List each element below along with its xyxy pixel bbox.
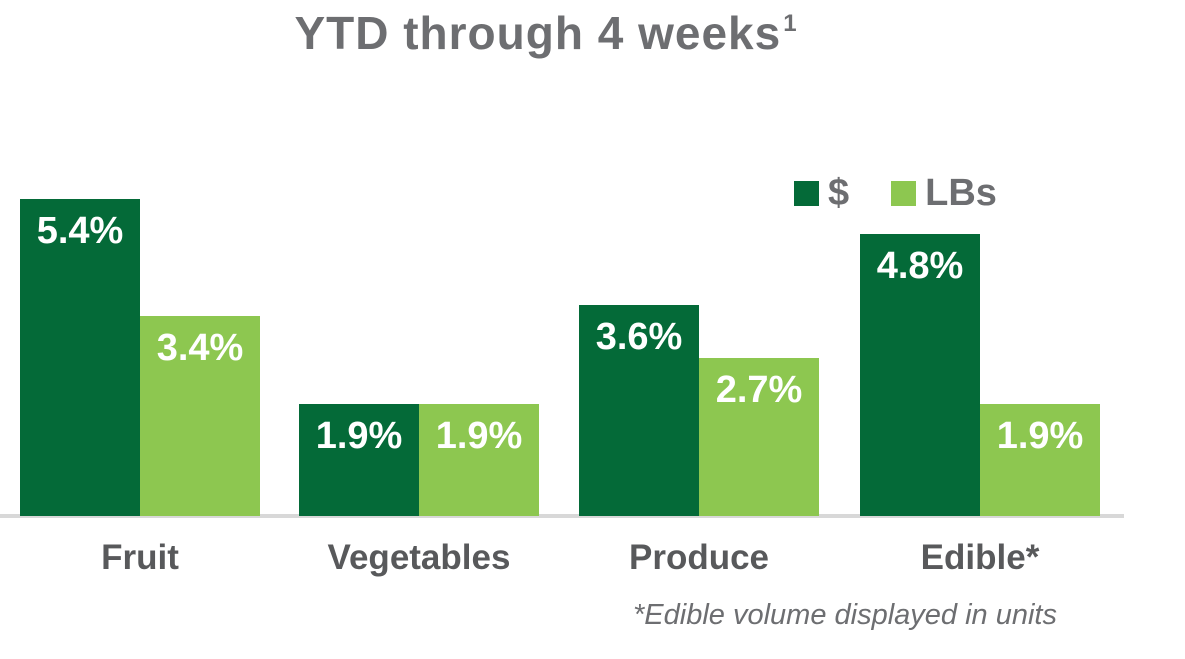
chart-title-text: YTD through 4 weeks — [294, 7, 782, 59]
bar-dollars-produce: 3.6% — [579, 305, 699, 516]
bar-lbs-produce: 2.7% — [699, 358, 819, 516]
chart-title: YTD through 4 weeks1 — [294, 6, 797, 60]
category-label-produce: Produce — [628, 538, 770, 577]
bar-lbs-vegetables: 1.9% — [419, 404, 539, 516]
category-label-fruit: Fruit — [101, 538, 179, 577]
lbs-series-swatch-icon — [891, 181, 917, 206]
bar-value-label-lbs-fruit: 3.4% — [156, 327, 244, 369]
bar-dollars-edible: 4.8% — [860, 234, 980, 516]
x-axis-line — [0, 514, 1124, 518]
bar-value-label-lbs-edible: 1.9% — [996, 415, 1084, 457]
footnote: *Edible volume displayed in units — [633, 599, 1057, 631]
bar-value-label-dollars-vegetables: 1.9% — [315, 415, 403, 457]
legend-item-dollars: $ — [794, 172, 849, 215]
chart-title-superscript: 1 — [783, 10, 798, 37]
bar-dollars-vegetables: 1.9% — [299, 404, 419, 516]
legend-label-dollars: $ — [828, 172, 850, 214]
category-label-vegetables: Vegetables — [327, 538, 511, 577]
bar-value-label-dollars-edible: 4.8% — [876, 245, 964, 287]
bar-value-label-dollars-fruit: 5.4% — [36, 210, 124, 252]
category-label-edible: Edible* — [920, 538, 1040, 577]
bar-value-label-lbs-produce: 2.7% — [715, 369, 803, 411]
legend-item-lbs: LBs — [891, 172, 997, 215]
dollars-series-swatch-icon — [794, 181, 819, 206]
bar-lbs-fruit: 3.4% — [140, 316, 260, 516]
bar-lbs-edible: 1.9% — [980, 404, 1100, 516]
legend: $ LBs — [794, 172, 997, 215]
bar-value-label-lbs-vegetables: 1.9% — [435, 415, 523, 457]
bar-value-label-dollars-produce: 3.6% — [595, 316, 683, 358]
bar-dollars-fruit: 5.4% — [20, 199, 140, 516]
legend-label-lbs: LBs — [925, 172, 997, 214]
